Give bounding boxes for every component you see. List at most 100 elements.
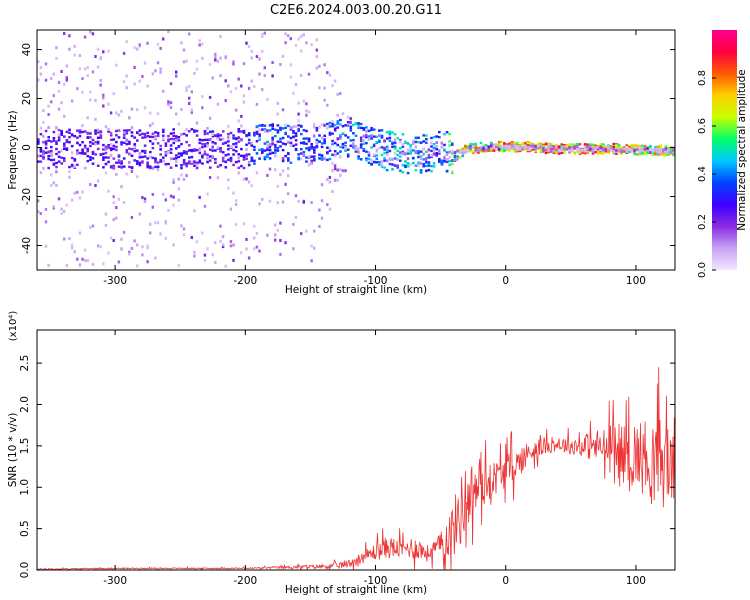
spectrogram-cell <box>604 150 608 153</box>
spectrogram-cell <box>52 181 55 185</box>
spectrogram-cell <box>596 151 600 154</box>
spectrogram-cell <box>229 207 233 211</box>
spectrogram-cell <box>461 154 465 158</box>
spectrogram-cell <box>354 134 358 137</box>
spectrogram-cell <box>89 144 92 148</box>
spectrogram-cell <box>96 136 100 139</box>
spectrogram-cell <box>352 132 355 135</box>
spectrogram-cell <box>263 31 266 35</box>
spectrogram-cell <box>37 60 40 64</box>
spectrogram-cell <box>96 164 100 167</box>
spectrogram-cell <box>406 165 410 168</box>
spectrogram-cell <box>474 146 478 149</box>
spectrogram-cell <box>328 133 332 136</box>
spectrogram-cell <box>276 140 280 143</box>
spectrogram-cell <box>172 178 175 182</box>
spectrogram-cell <box>76 190 79 194</box>
spectrogram-cell <box>307 148 311 152</box>
spectrogram-cell <box>263 129 266 133</box>
spectrogram-cell <box>359 122 363 126</box>
spectrogram-cell <box>68 131 71 134</box>
spectrogram-cell <box>156 61 160 65</box>
spectrogram-cell <box>440 159 444 162</box>
spectrogram-y-tick-label: 0 <box>21 144 33 151</box>
spectrogram-cell <box>550 148 553 152</box>
spectrogram-cell <box>63 147 66 150</box>
spectrogram-cell <box>89 158 92 161</box>
spectrogram-cell <box>628 149 631 153</box>
spectrogram-cell <box>297 119 300 123</box>
spectrogram-cell <box>617 149 621 152</box>
spectrogram-cell <box>122 230 126 234</box>
spectrogram-cell <box>445 158 449 162</box>
spectrogram-cell <box>378 134 381 138</box>
snr-y-tick-label: 1.0 <box>19 479 31 496</box>
spectrogram-cell <box>120 166 123 169</box>
spectrogram-cell <box>102 156 105 159</box>
spectrogram-cell <box>570 148 574 152</box>
spectrogram-cell <box>445 160 449 164</box>
spectrogram-cell <box>188 32 191 36</box>
spectrogram-cell <box>534 144 537 148</box>
spectrogram-cell <box>274 149 277 152</box>
spectrogram-cell <box>391 145 394 148</box>
spectrogram-cell <box>177 264 180 268</box>
spectrogram-cell <box>383 146 386 150</box>
spectrogram-cell <box>539 149 543 152</box>
spectrogram-cell <box>294 83 298 86</box>
spectrogram-cell <box>182 227 186 231</box>
spectrogram-cell <box>573 151 576 154</box>
spectrogram-cell <box>406 148 410 152</box>
spectrogram-cell <box>195 240 199 244</box>
spectrogram-cell <box>557 147 561 150</box>
spectrogram-cell <box>39 72 42 76</box>
spectrogram-cell <box>91 224 95 228</box>
spectrogram-cell <box>596 146 600 150</box>
spectrogram-cell <box>294 44 298 47</box>
spectrogram-cell <box>305 156 308 159</box>
spectrogram-cell <box>633 152 636 155</box>
spectrogram-cell <box>461 147 465 150</box>
spectrogram-cell <box>78 67 82 71</box>
spectrogram-cell <box>646 147 649 150</box>
spectrogram-cell <box>474 142 478 146</box>
spectrogram-cell <box>305 129 308 133</box>
spectrogram-cell <box>81 90 84 94</box>
spectrogram-cell <box>302 137 306 140</box>
spectrogram-cell <box>247 132 251 135</box>
spectrogram-cell <box>555 143 558 147</box>
spectrogram-cell <box>380 165 384 168</box>
spectrogram-cell <box>44 142 48 145</box>
spectrogram-cell <box>78 263 82 267</box>
spectrogram-cell <box>422 152 425 156</box>
snr-y-tick-label: 1.5 <box>19 438 31 455</box>
spectrogram-x-tick-label: -100 <box>364 275 388 287</box>
spectrogram-cell <box>138 161 142 164</box>
spectrogram-cell <box>65 264 68 268</box>
spectrogram-cell <box>234 203 238 206</box>
spectrogram-cell <box>261 35 264 39</box>
spectrogram-cell <box>224 56 227 60</box>
spectrogram-cell <box>287 167 290 170</box>
spectrogram-cell <box>221 159 225 163</box>
spectrogram-cell <box>234 223 238 227</box>
spectrogram-cell <box>198 138 202 141</box>
spectrogram-cell <box>565 145 569 148</box>
spectrogram-cell <box>60 207 63 211</box>
spectrogram-cell <box>42 155 45 159</box>
spectrogram-cell <box>156 112 160 116</box>
spectrogram-cell <box>63 237 66 241</box>
spectrogram-cell <box>164 198 167 202</box>
spectrogram-cell <box>125 132 129 135</box>
spectrogram-cell <box>542 147 545 151</box>
spectrogram-cell <box>354 148 358 152</box>
spectrogram-cell <box>336 120 340 123</box>
spectrogram-cell <box>578 143 582 146</box>
spectrogram-cell <box>255 130 259 134</box>
spectrogram-cell <box>654 153 657 156</box>
spectrogram-cell <box>159 232 162 236</box>
spectrogram-cell <box>651 152 655 155</box>
spectrogram-cell <box>664 147 667 151</box>
spectrogram-cell <box>68 175 71 179</box>
spectrogram-cell <box>175 164 178 167</box>
